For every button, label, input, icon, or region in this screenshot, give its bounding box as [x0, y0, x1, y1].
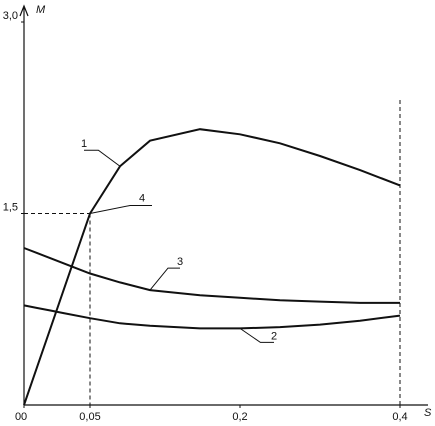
- origin-label: 0: [15, 411, 21, 423]
- x-axis-label: S: [424, 407, 432, 419]
- y-axis-label: M: [36, 4, 46, 16]
- curve: [23, 128, 401, 406]
- leader: [84, 149, 121, 167]
- curve-label: 2: [271, 330, 277, 342]
- annotation: 4: [139, 192, 145, 204]
- y-tick-label: 3,0: [3, 10, 18, 22]
- y-tick-label: 1,5: [3, 201, 18, 213]
- x-tick-label: 0: [21, 411, 27, 423]
- x-tick-label: 0,2: [232, 411, 247, 423]
- x-tick-label: 0,4: [392, 411, 407, 423]
- curve-label: 1: [81, 138, 87, 150]
- leader: [149, 267, 180, 291]
- x-tick-label: 0,05: [79, 411, 100, 423]
- curve: [23, 247, 400, 304]
- leader: [89, 205, 152, 214]
- y-arrow: [19, 4, 29, 17]
- curve: [23, 304, 401, 330]
- leader: [239, 327, 274, 343]
- curve-label: 3: [177, 256, 183, 268]
